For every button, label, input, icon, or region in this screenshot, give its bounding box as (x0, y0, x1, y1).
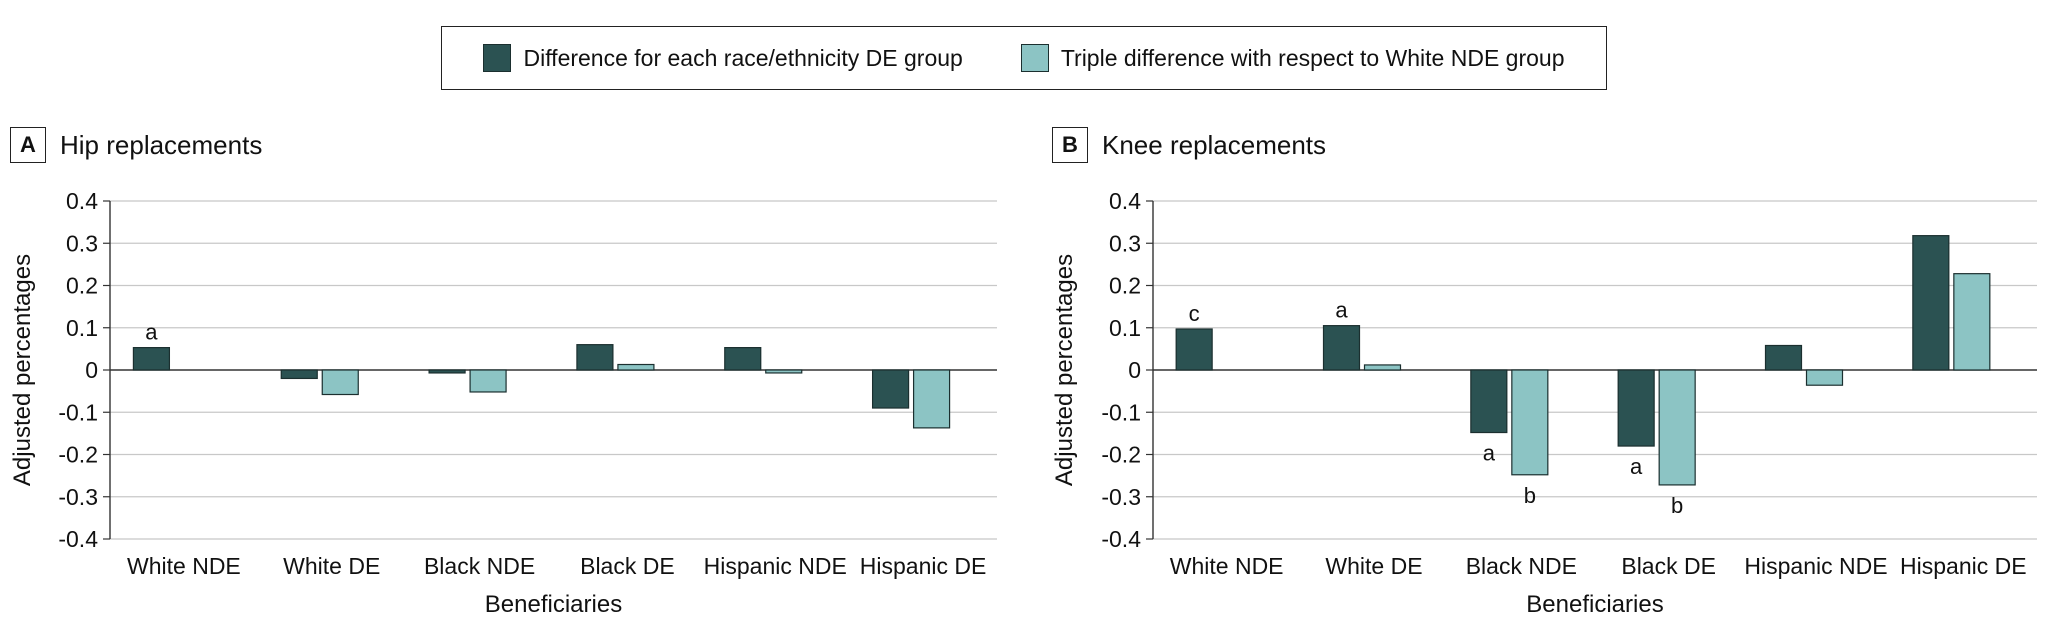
panel-b-bar-difference (1322, 325, 1361, 371)
panel-a-ytick-label: 0.3 (66, 230, 98, 256)
panel-a-category-label: White NDE (127, 553, 241, 579)
panel-a-bar-triple-difference (469, 369, 507, 393)
panel-a-ytick-label: -0.2 (58, 442, 98, 468)
panel-a-ytick-label: -0.1 (58, 399, 98, 425)
panel-b-bar-triple-difference (1805, 369, 1844, 386)
panel-a-category-label: Hispanic DE (860, 553, 987, 579)
panel-b-x-axis-title: Beneficiaries (1526, 591, 1663, 618)
panel-b-bar-annotation: b (1671, 493, 1683, 518)
panel-a-bar-difference (132, 347, 171, 371)
panel-b-category-label: Black NDE (1466, 553, 1577, 579)
panel-a-y-axis-title: Adjusted percentages (9, 254, 36, 486)
panel-b-category-label: Black DE (1621, 553, 1716, 579)
legend-label-triple-difference: Triple difference with respect to White … (1060, 44, 1565, 71)
panel-a-bar-difference (871, 369, 910, 409)
panel-b-ytick-label: 0.2 (1109, 273, 1141, 299)
panel-b-bar-triple-difference (1511, 369, 1549, 476)
panel-a-bar-annotation: a (145, 320, 158, 345)
panel-a-bar-triple-difference (321, 369, 359, 396)
panel-b-bar-difference (1617, 369, 1655, 447)
panel-a-ytick-label: -0.4 (58, 526, 98, 552)
panel-b-ytick-label: -0.4 (1101, 526, 1141, 552)
panel-a-ytick-label: 0.4 (66, 188, 98, 214)
legend-swatch-difference (483, 44, 512, 72)
panel-b-bar-difference (1764, 344, 1803, 371)
legend-item-triple-difference: Triple difference with respect to White … (1020, 44, 1565, 72)
panel-a-ytick-label: 0.1 (66, 315, 98, 341)
panel-b-category-label: Hispanic NDE (1744, 553, 1887, 579)
panel-b-bar-annotation: b (1524, 483, 1536, 508)
panel-a-bar-difference (428, 369, 466, 374)
panel-a-heading: A Hip replacements (10, 127, 262, 163)
panel-a-category-label: White DE (283, 553, 380, 579)
panel-b-bar-annotation: c (1189, 301, 1200, 326)
panel-b-ytick-label: 0.1 (1109, 315, 1141, 341)
chart-legend: Difference for each race/ethnicity DE gr… (441, 26, 1607, 90)
panel-a-bar-difference (576, 344, 614, 371)
panel-a-bar-triple-difference (765, 369, 803, 374)
panel-a-bar-difference (280, 369, 318, 380)
panel-b-bar-triple-difference (1658, 369, 1696, 486)
panel-a-ytick-label: 0.2 (66, 273, 98, 299)
panel-a-title: Hip replacements (60, 129, 263, 160)
panel-a-bar-difference (724, 347, 762, 371)
panel-b-bar-difference (1175, 328, 1213, 371)
panel-a-category-label: Black DE (580, 553, 675, 579)
panel-b-title: Knee replacements (1102, 129, 1327, 160)
panel-a-bar-triple-difference (617, 363, 655, 371)
panel-b-ytick-label: 0.4 (1109, 188, 1141, 214)
panel-b-ytick-label: -0.2 (1101, 442, 1141, 468)
panel-b-bar-triple-difference (1363, 364, 1402, 371)
panel-b-bar-difference (1912, 235, 1950, 371)
panel-b-bar-annotation: a (1630, 454, 1643, 479)
legend-item-difference: Difference for each race/ethnicity DE gr… (483, 44, 963, 72)
panel-a-category-label: Hispanic NDE (704, 553, 847, 579)
panel-b-y-axis-title: Adjusted percentages (1051, 254, 1078, 486)
panel-b-bar-triple-difference (1953, 273, 1991, 371)
panel-b-ytick-label: 0.3 (1109, 230, 1141, 256)
panel-a-category-label: Black NDE (424, 553, 535, 579)
panel-b-ytick-label: 0 (1128, 357, 1141, 383)
panel-a-x-axis-title: Beneficiaries (485, 591, 622, 618)
panel-b-ytick-label: -0.3 (1101, 484, 1141, 510)
panel-a-ytick-label: -0.3 (58, 484, 98, 510)
panel-b-heading: B Knee replacements (1052, 127, 1326, 163)
panel-a-ytick-label: 0 (85, 357, 98, 383)
panel-b-bar-annotation: a (1483, 441, 1496, 466)
panel-b-category-label: White NDE (1170, 553, 1284, 579)
panel-a-letter: A (10, 127, 46, 163)
legend-swatch-triple-difference (1020, 44, 1049, 72)
panel-b-letter: B (1052, 127, 1088, 163)
legend-label-difference: Difference for each race/ethnicity DE gr… (523, 44, 963, 71)
panel-b-bar-annotation: a (1335, 298, 1348, 323)
panel-a-bar-triple-difference (912, 369, 951, 429)
panel-b-bar-difference (1470, 369, 1508, 434)
panel-b-ytick-label: -0.1 (1101, 399, 1141, 425)
panel-b-category-label: White DE (1325, 553, 1422, 579)
panel-b-category-label: Hispanic DE (1900, 553, 2027, 579)
